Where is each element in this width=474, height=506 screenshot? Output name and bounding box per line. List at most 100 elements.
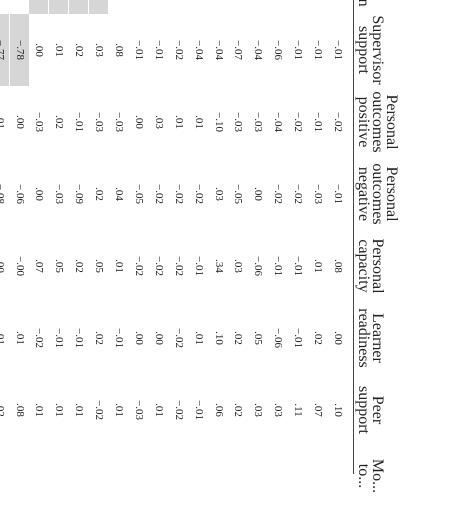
table-cell-outcomes_positive: .01	[0, 115, 6, 129]
table-cell-personal_capacity: .01	[312, 259, 325, 273]
table-cell-outcomes_positive: −.02	[292, 112, 305, 132]
table-cell-peer_support: .08	[13, 403, 26, 417]
row-label-cell	[109, 0, 128, 14]
header-personal-capacity: Personal capacity	[355, 238, 386, 294]
row-label-cell	[69, 0, 89, 14]
row-label-cell	[288, 0, 307, 14]
table-cell-outcomes_negative: −.03	[53, 184, 66, 204]
table-cell-outcomes_negative: −.08	[0, 184, 6, 204]
table-cell-personal_capacity: −.02	[172, 256, 185, 276]
table-cell-personal_capacity: .02	[73, 259, 86, 273]
table-cell-learner_readiness: .01	[13, 331, 26, 345]
header-personal-outcomes-positive: Personal outcomes positive	[355, 91, 400, 153]
table-cell-personal_capacity: .01	[113, 259, 126, 273]
table-row: .01 .02 −.03 .05 −.01 .01	[49, 0, 69, 474]
table-row: −.78 .00 −.06 −.00 .01 .08	[9, 0, 29, 474]
table-cell-outcomes_positive: .01	[192, 115, 205, 129]
table-cell-outcomes_negative: −.02	[192, 184, 205, 204]
table-cell-outcomes_positive: .00	[133, 115, 145, 129]
table-cell-learner_readiness: −.01	[292, 328, 305, 348]
table-cell-peer_support: .01	[113, 403, 126, 417]
table-row: −.04 .01 −.02 −.01 .01 −.01	[189, 0, 208, 474]
row-label-cell	[29, 0, 49, 14]
table-cell-outcomes_negative: −.05	[133, 184, 145, 204]
table-cell-personal_capacity: .07	[33, 259, 46, 273]
table-cell-learner_readiness: −.02	[33, 328, 46, 348]
table-cell-outcomes_positive: −.01	[312, 112, 325, 132]
table-cell-learner_readiness: .00	[332, 331, 344, 345]
table-cell-supervisor_support: −.01	[152, 40, 165, 60]
table-cell-learner_readiness: .01	[192, 331, 205, 345]
table-cell-supervisor_support: −.06	[272, 40, 285, 60]
table-cell-personal_capacity: −.02	[152, 256, 165, 276]
row-label-cell	[0, 0, 9, 14]
row-label-cell	[248, 0, 267, 14]
row-label-cell	[229, 0, 248, 14]
table-cell-peer_support: .02	[0, 403, 6, 417]
table-cell-supervisor_support: −.77	[0, 14, 9, 86]
table-cell-outcomes_negative: .04	[113, 187, 126, 201]
table-row: −.01 −.02 −.02 −.01 −.01 .11	[288, 0, 307, 474]
table-cell-supervisor_support: .00	[33, 43, 46, 57]
table-cell-personal_capacity: .03	[232, 259, 245, 273]
table-cell-outcomes_positive: −.04	[272, 112, 285, 132]
table-cell-personal_capacity: −.01	[292, 256, 305, 276]
table-cell-peer_support: .07	[312, 403, 325, 417]
table-cell-supervisor_support: .08	[113, 43, 126, 57]
table-cell-outcomes_positive: −.03	[33, 112, 46, 132]
table-cell-outcomes_positive: .00	[13, 115, 26, 129]
table-cell-supervisor_support: .01	[53, 43, 66, 57]
table-cell-learner_readiness: .02	[232, 331, 245, 345]
table-cell-learner_readiness: .02	[93, 331, 106, 345]
table-cell-supervisor_support: .02	[73, 43, 86, 57]
header-supervisor-support: Supervisor support	[355, 15, 386, 85]
header-cut-right: Mo... to...	[355, 458, 386, 494]
table-row: −.01 .00 −.05 −.02 .00 −.03	[129, 0, 148, 474]
row-label-cell	[328, 0, 347, 14]
table-cell-outcomes_negative: .00	[252, 187, 265, 201]
row-label-cell	[209, 0, 228, 14]
table-row: −.01 −.02 −.01 .08 .00 .10	[328, 0, 347, 474]
table-cell-outcomes_negative: −.03	[312, 184, 325, 204]
table-cell-outcomes_positive: −.03	[113, 112, 126, 132]
table-cell-peer_support: −.01	[192, 400, 205, 420]
table-cell-personal_capacity: .05	[53, 259, 66, 273]
table-cell-supervisor_support: .03	[93, 43, 106, 57]
row-label-cell	[189, 0, 208, 14]
table-cell-personal_capacity: −.06	[252, 256, 265, 276]
table-cell-outcomes_positive: −.03	[93, 112, 106, 132]
table-cell-learner_readiness: .05	[252, 331, 265, 345]
table-cell-learner_readiness: −.01	[53, 328, 66, 348]
table-cell-peer_support: .06	[212, 403, 225, 417]
table-row: .08 −.03 .04 .01 −.01 .01	[109, 0, 128, 474]
table-cell-peer_support: .03	[252, 403, 265, 417]
table-cell-peer_support: −.03	[133, 400, 145, 420]
table-cell-outcomes_positive: −.03	[232, 112, 245, 132]
table-cell-peer_support: −.02	[172, 400, 185, 420]
table-cell-personal_capacity: −.00	[13, 256, 26, 276]
table-cell-outcomes_negative: −.01	[332, 184, 344, 204]
row-label-cell	[10, 0, 29, 14]
table-cell-supervisor_support: −.01	[332, 40, 344, 60]
table-cell-supervisor_support: −.01	[312, 40, 325, 60]
table-row: −.77 .01 −.08 .00 .01 .02	[0, 0, 9, 474]
table-cell-outcomes_negative: −.05	[232, 184, 245, 204]
table-row: −.04 −.03 .00 −.06 .05 .03	[248, 0, 267, 474]
table-cell-outcomes_negative: −.02	[292, 184, 305, 204]
rotated-table-page: ...or ...on Supervisor support Personal …	[0, 0, 474, 493]
table-cell-outcomes_negative: −.06	[13, 184, 26, 204]
table-cell-learner_readiness: .10	[212, 331, 225, 345]
table-cell-outcomes_negative: −.02	[172, 184, 185, 204]
header-personal-outcomes-negative: Personal outcomes negative	[355, 163, 400, 225]
table-cell-peer_support: .01	[152, 403, 165, 417]
table-cell-peer_support: .01	[33, 403, 46, 417]
table-cell-outcomes_negative: −.02	[272, 184, 285, 204]
table-cell-peer_support: .03	[272, 403, 285, 417]
table-cell-learner_readiness: .00	[133, 331, 145, 345]
table-row: −.04 −.10 .03 .34 .10 .06	[209, 0, 228, 474]
table-cell-personal_capacity: −.01	[192, 256, 205, 276]
table-cell-peer_support: .01	[53, 403, 66, 417]
table-cell-learner_readiness: .00	[152, 331, 165, 345]
table-cell-outcomes_negative: .00	[33, 187, 46, 201]
table-cell-learner_readiness: .01	[0, 331, 6, 345]
